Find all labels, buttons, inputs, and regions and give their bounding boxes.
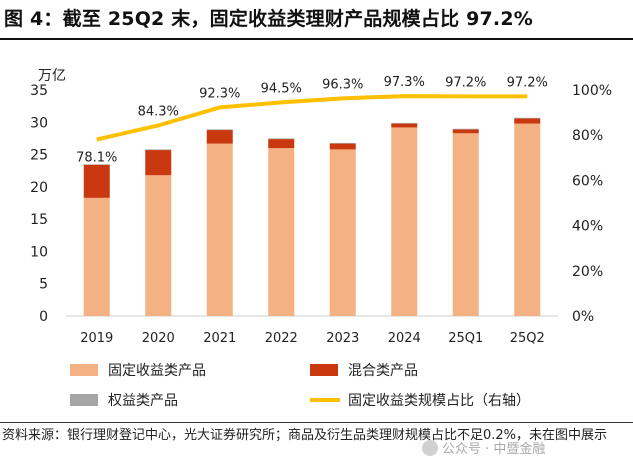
mixed-bar xyxy=(452,129,479,134)
legend-equity-label: 权益类产品 xyxy=(108,393,178,409)
x-axis-labels: 2019 2020 2021 2022 2023 2024 25Q1 25Q2 xyxy=(80,331,545,346)
mixed-bar xyxy=(145,150,172,176)
x-axis-tick-label: 2024 xyxy=(388,331,421,346)
share-data-label: 94.5% xyxy=(261,81,302,96)
share-line-group: 78.1% 84.3% 92.3% 94.5% 96.3% 97.3% 97.2% 97.2% xyxy=(76,75,548,165)
bar-group xyxy=(66,117,558,317)
share-data-label: 78.1% xyxy=(76,150,117,165)
fixed-income-bar xyxy=(83,197,110,316)
right-axis-tick-label: 60% xyxy=(572,173,603,189)
legend-share-line-label: 固定收益类规模占比（右轴） xyxy=(348,393,530,409)
wechat-icon xyxy=(422,440,438,456)
equity-bar xyxy=(329,142,356,144)
x-axis-tick-label: 2019 xyxy=(80,331,113,346)
mixed-bar xyxy=(206,130,233,144)
mixed-bar xyxy=(391,123,418,128)
title-divider xyxy=(0,38,633,40)
watermark-text: 公众号 · 中暨金融 xyxy=(442,442,546,457)
share-data-label: 97.3% xyxy=(384,75,425,90)
left-axis-unit: 万亿 xyxy=(38,68,66,84)
left-axis-tick-label: 0 xyxy=(39,309,48,325)
mixed-bar xyxy=(329,143,356,150)
share-line xyxy=(96,94,528,142)
equity-bar xyxy=(83,164,110,165)
x-axis-tick-label: 2022 xyxy=(265,331,298,346)
x-axis-tick-label: 25Q1 xyxy=(448,331,483,346)
share-data-label: 97.2% xyxy=(507,75,548,90)
share-data-label: 97.2% xyxy=(445,75,486,90)
fixed-income-bar xyxy=(206,143,233,316)
left-axis-tick-label: 25 xyxy=(30,148,48,164)
fixed-income-bar xyxy=(329,149,356,316)
share-data-label: 92.3% xyxy=(199,86,240,101)
equity-bar xyxy=(268,138,295,140)
share-data-label: 84.3% xyxy=(138,104,179,119)
x-axis-tick-label: 2023 xyxy=(326,331,359,346)
share-data-label: 96.3% xyxy=(322,77,363,92)
equity-bar xyxy=(391,122,418,124)
mixed-bar xyxy=(268,139,295,149)
equity-bar xyxy=(452,128,479,130)
left-axis-ticks: 万亿 0 5 10 15 20 25 30 35 xyxy=(30,68,66,325)
mixed-bar xyxy=(514,118,541,124)
source-divider xyxy=(0,422,633,423)
fixed-income-bar xyxy=(514,123,541,316)
chart-title: 图 4：截至 25Q2 末，固定收益类理财产品规模占比 97.2% xyxy=(4,8,534,30)
equity-bar xyxy=(145,149,172,151)
legend-equity-swatch xyxy=(70,394,98,406)
legend-mixed-swatch xyxy=(310,364,338,376)
equity-bar xyxy=(206,129,233,131)
watermark: 公众号 · 中暨金融 xyxy=(422,438,545,457)
mixed-bar xyxy=(83,164,110,198)
left-axis-tick-label: 35 xyxy=(30,83,48,99)
right-axis-tick-label: 0% xyxy=(572,309,594,325)
x-axis-tick-label: 25Q2 xyxy=(510,331,545,346)
legend-fixed-income-label: 固定收益类产品 xyxy=(108,363,206,379)
left-axis-tick-label: 20 xyxy=(30,180,48,196)
right-axis-tick-label: 100% xyxy=(572,83,612,99)
right-axis-tick-label: 40% xyxy=(572,219,603,235)
fixed-income-bar xyxy=(391,127,418,316)
legend-mixed-label: 混合类产品 xyxy=(348,363,418,379)
right-axis-tick-label: 80% xyxy=(572,128,603,144)
legend-fixed-income-swatch xyxy=(70,364,98,376)
fixed-income-bar xyxy=(268,148,295,316)
x-axis-tick-label: 2021 xyxy=(203,331,236,346)
left-axis-tick-label: 5 xyxy=(39,277,48,293)
equity-bar xyxy=(514,117,541,119)
fixed-income-bar xyxy=(452,133,479,316)
left-axis-tick-label: 30 xyxy=(30,115,48,131)
right-axis-tick-label: 20% xyxy=(572,264,603,280)
fixed-income-bar xyxy=(145,175,172,316)
x-axis-tick-label: 2020 xyxy=(142,331,175,346)
left-axis-tick-label: 10 xyxy=(30,244,48,260)
left-axis-tick-label: 15 xyxy=(30,212,48,228)
source-note: 资料来源：银行理财登记中心，光大证券研究所；商品及衍生品类理财规模占比不足0.2… xyxy=(2,428,608,443)
right-axis-ticks: 0% 20% 40% 60% 80% 100% xyxy=(572,83,612,325)
chart-canvas: 万亿 0 5 10 15 20 25 30 35 0% 20% 40% 60% 80% 100% 2019… xyxy=(30,68,612,409)
